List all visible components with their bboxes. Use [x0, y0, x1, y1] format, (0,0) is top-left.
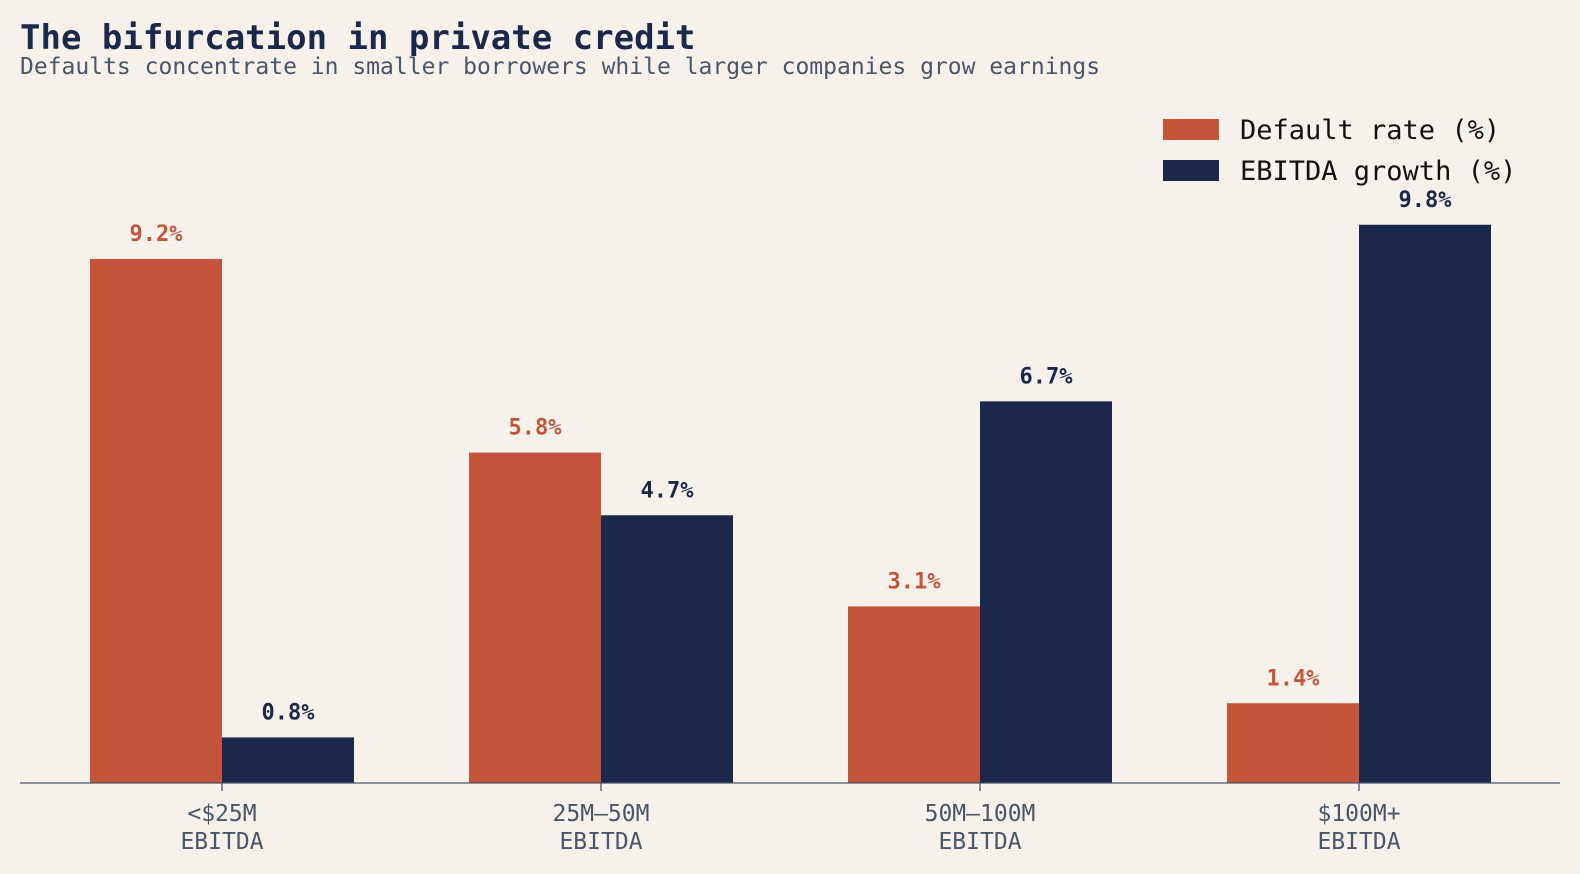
x-tick-label-3-line-0: $100M+ — [1317, 801, 1400, 827]
x-tick-label-1-line-1: EBITDA — [559, 829, 642, 855]
value-label-default-rate-1: 5.8% — [509, 416, 563, 441]
x-tick-label-3-line-1: EBITDA — [1317, 829, 1400, 855]
bar-ebitda-growth-3 — [1359, 224, 1491, 783]
bar-default-rate-0 — [90, 258, 222, 783]
value-label-ebitda-growth-0: 0.8% — [262, 700, 316, 725]
value-label-ebitda-growth-2: 6.7% — [1020, 364, 1074, 389]
legend-label-default-rate: Default rate (%) — [1240, 115, 1500, 146]
x-tick-label-2-line-1: EBITDA — [938, 829, 1021, 855]
value-label-default-rate-3: 1.4% — [1267, 666, 1321, 691]
legend-label-ebitda-growth: EBITDA growth (%) — [1240, 156, 1516, 187]
value-label-default-rate-0: 9.2% — [130, 222, 184, 247]
legend: Default rate (%) EBITDA growth (%) — [1163, 115, 1516, 187]
legend-swatch-default-rate — [1163, 119, 1219, 140]
bar-default-rate-2 — [848, 606, 980, 783]
legend-swatch-ebitda-growth — [1163, 160, 1219, 181]
bar-ebitda-growth-0 — [222, 737, 354, 783]
bar-ebitda-growth-2 — [980, 401, 1112, 783]
x-ticks: <$25MEBITDA25M–50MEBITDA50M–100MEBITDA$1… — [180, 783, 1401, 855]
value-label-ebitda-growth-3: 9.8% — [1399, 188, 1453, 213]
value-labels: 9.2% 0.8% 5.8% 4.7% 3.1% 6.7% 1.4% 9.8% — [130, 188, 1453, 726]
chart-title: The bifurcation in private credit — [20, 18, 696, 58]
bar-default-rate-1 — [469, 452, 601, 783]
value-label-ebitda-growth-1: 4.7% — [641, 478, 695, 503]
x-tick-label-1-line-0: 25M–50M — [553, 801, 650, 827]
bar-ebitda-growth-1 — [601, 515, 733, 783]
bars — [90, 224, 1491, 783]
x-tick-label-0-line-0: <$25M — [187, 801, 256, 827]
x-tick-label-0-line-1: EBITDA — [180, 829, 263, 855]
bar-default-rate-3 — [1227, 703, 1359, 783]
chart-subtitle: Defaults concentrate in smaller borrower… — [20, 54, 1100, 80]
x-tick-label-2-line-0: 50M–100M — [925, 801, 1036, 827]
value-label-default-rate-2: 3.1% — [888, 569, 942, 594]
